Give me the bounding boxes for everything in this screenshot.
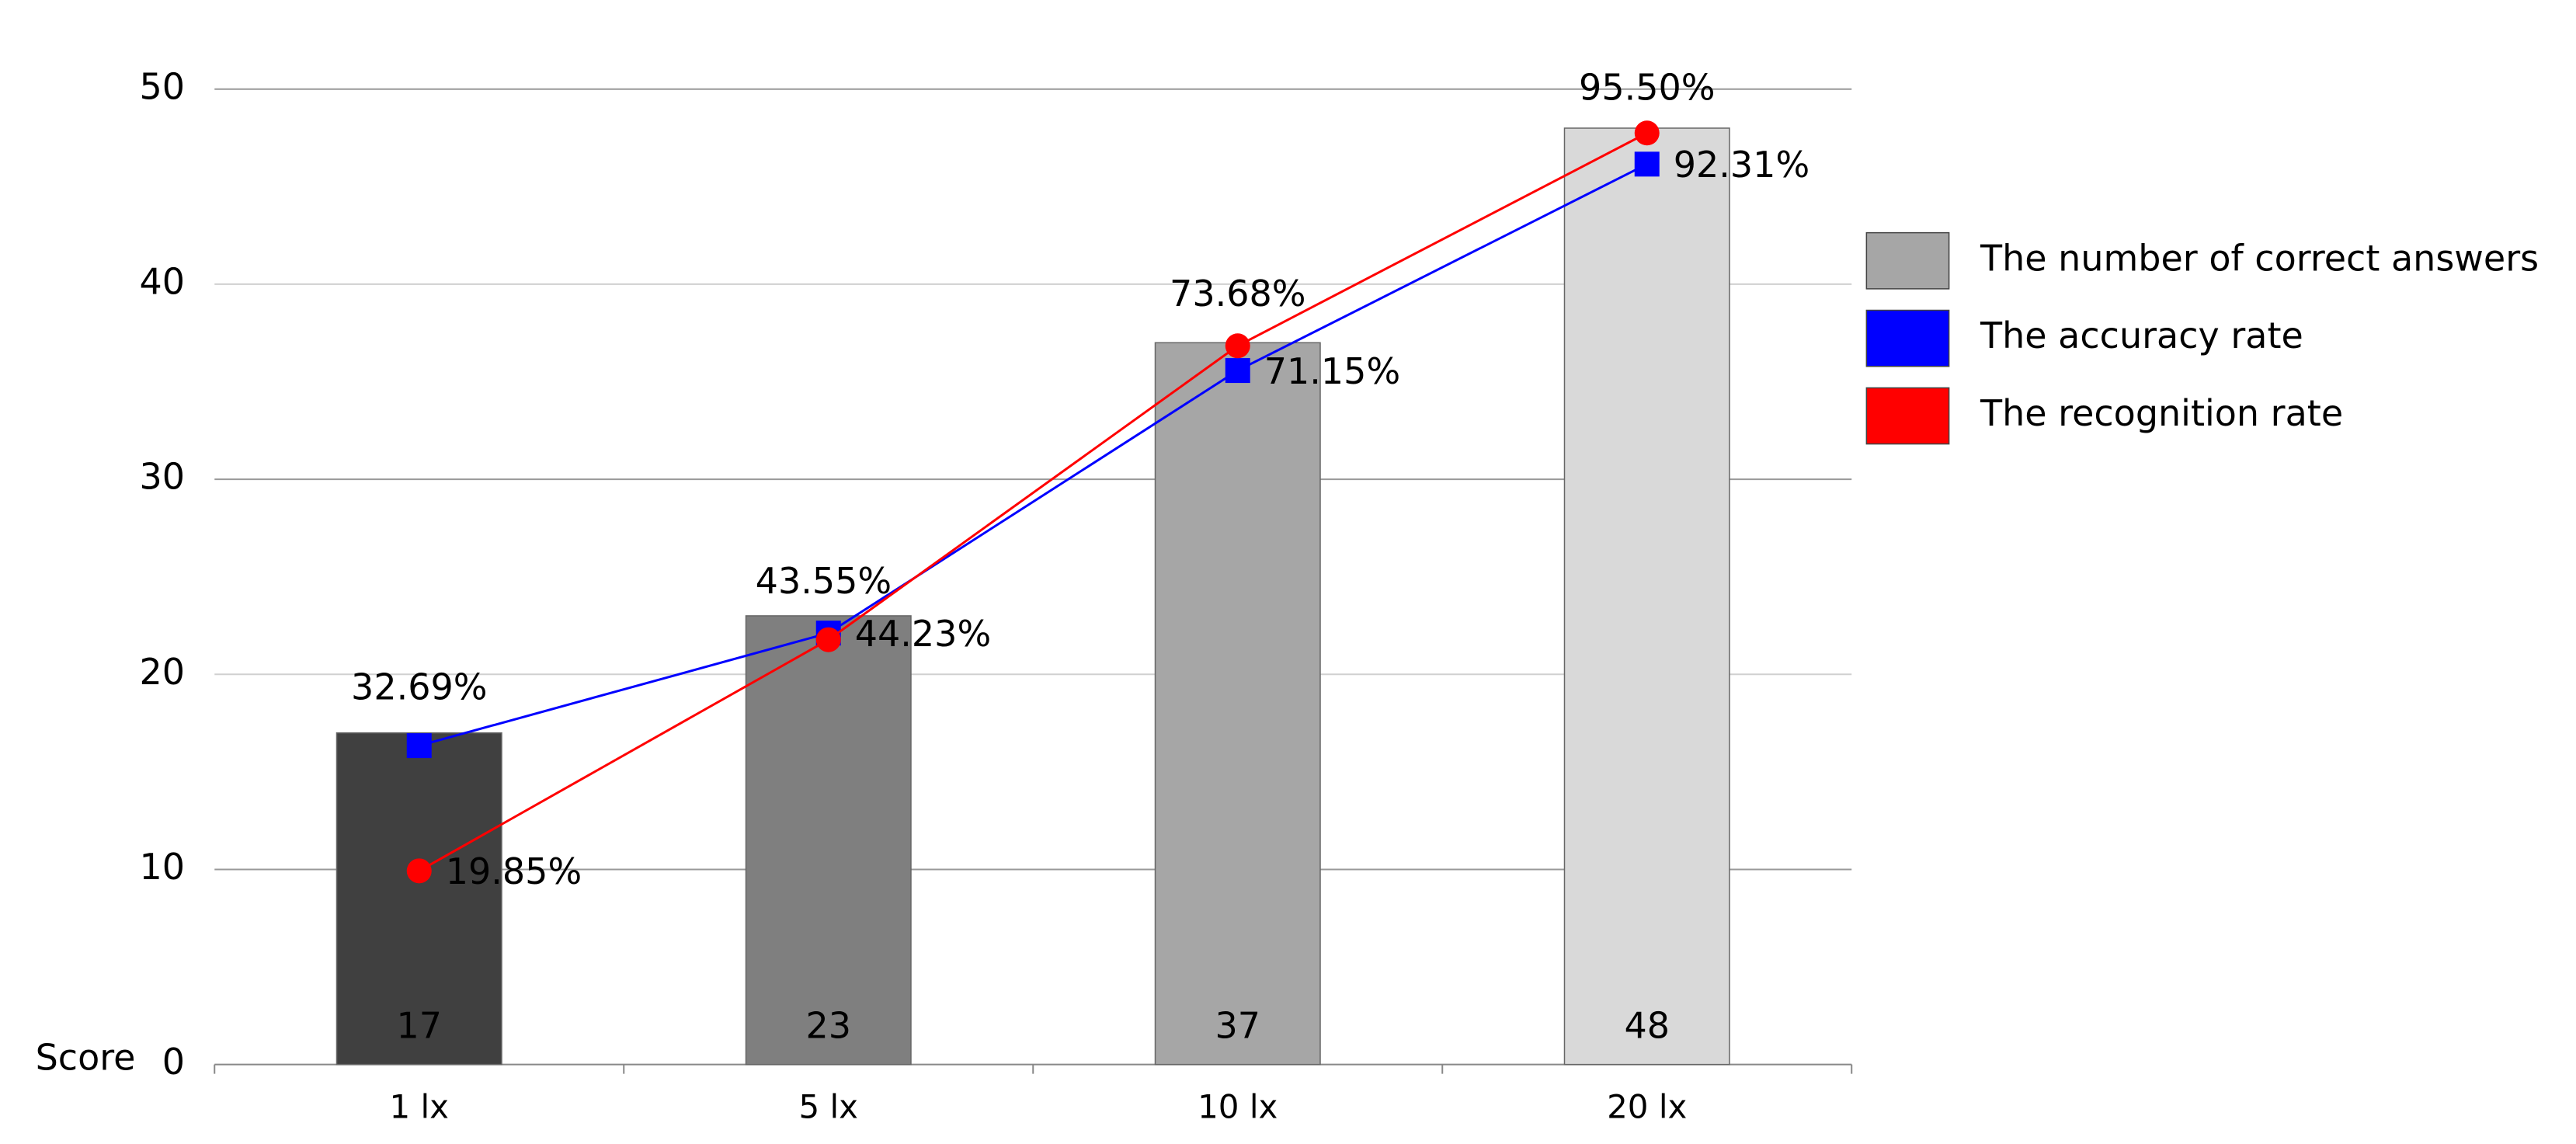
y-tick-label: 0 <box>162 1041 185 1083</box>
bar-value-label: 17 <box>396 1004 442 1046</box>
data-label: 73.68% <box>1170 273 1305 315</box>
y-tick-label: 50 <box>139 65 185 107</box>
x-tick-label: 20 lx <box>1607 1088 1687 1126</box>
bar-value-label: 37 <box>1215 1004 1260 1046</box>
x-tick-label: 5 lx <box>798 1088 858 1126</box>
bar <box>1154 342 1321 1066</box>
bar <box>335 732 502 1066</box>
line-marker <box>406 733 432 759</box>
legend-label: The number of correct answers <box>1980 237 2539 279</box>
data-label: 19.85% <box>446 850 582 892</box>
y-tick-label: 40 <box>139 260 185 302</box>
y-tick-label: 30 <box>139 456 185 498</box>
legend-swatch <box>1865 387 1950 445</box>
bar-value-label: 48 <box>1624 1004 1670 1046</box>
line-marker <box>1225 358 1250 384</box>
y-tick-label: 20 <box>139 651 185 693</box>
line-series <box>419 131 1648 872</box>
y-axis-title: Score <box>36 1037 136 1079</box>
x-tick-label: 10 lx <box>1198 1088 1278 1126</box>
legend-label: The recognition rate <box>1980 392 2343 434</box>
data-label: 44.23% <box>855 613 991 655</box>
x-tick-label: 1 lx <box>389 1088 449 1126</box>
legend-swatch <box>1865 231 1950 290</box>
data-label: 32.69% <box>351 666 487 708</box>
line-marker <box>1225 333 1250 359</box>
y-tick-label: 10 <box>139 846 185 888</box>
data-label: 43.55% <box>756 560 892 602</box>
bar-value-label: 23 <box>805 1004 851 1046</box>
legend-swatch <box>1865 309 1950 367</box>
legend-label: The accuracy rate <box>1980 315 2303 356</box>
line-marker <box>406 858 432 884</box>
bar <box>745 615 912 1066</box>
line-series <box>419 162 1648 747</box>
data-label: 95.50% <box>1579 67 1715 109</box>
data-label: 92.31% <box>1674 144 1809 186</box>
line-marker <box>815 627 841 652</box>
bar <box>1563 127 1730 1066</box>
data-label: 71.15% <box>1264 350 1400 392</box>
line-marker <box>1634 120 1660 146</box>
line-marker <box>1634 151 1660 177</box>
